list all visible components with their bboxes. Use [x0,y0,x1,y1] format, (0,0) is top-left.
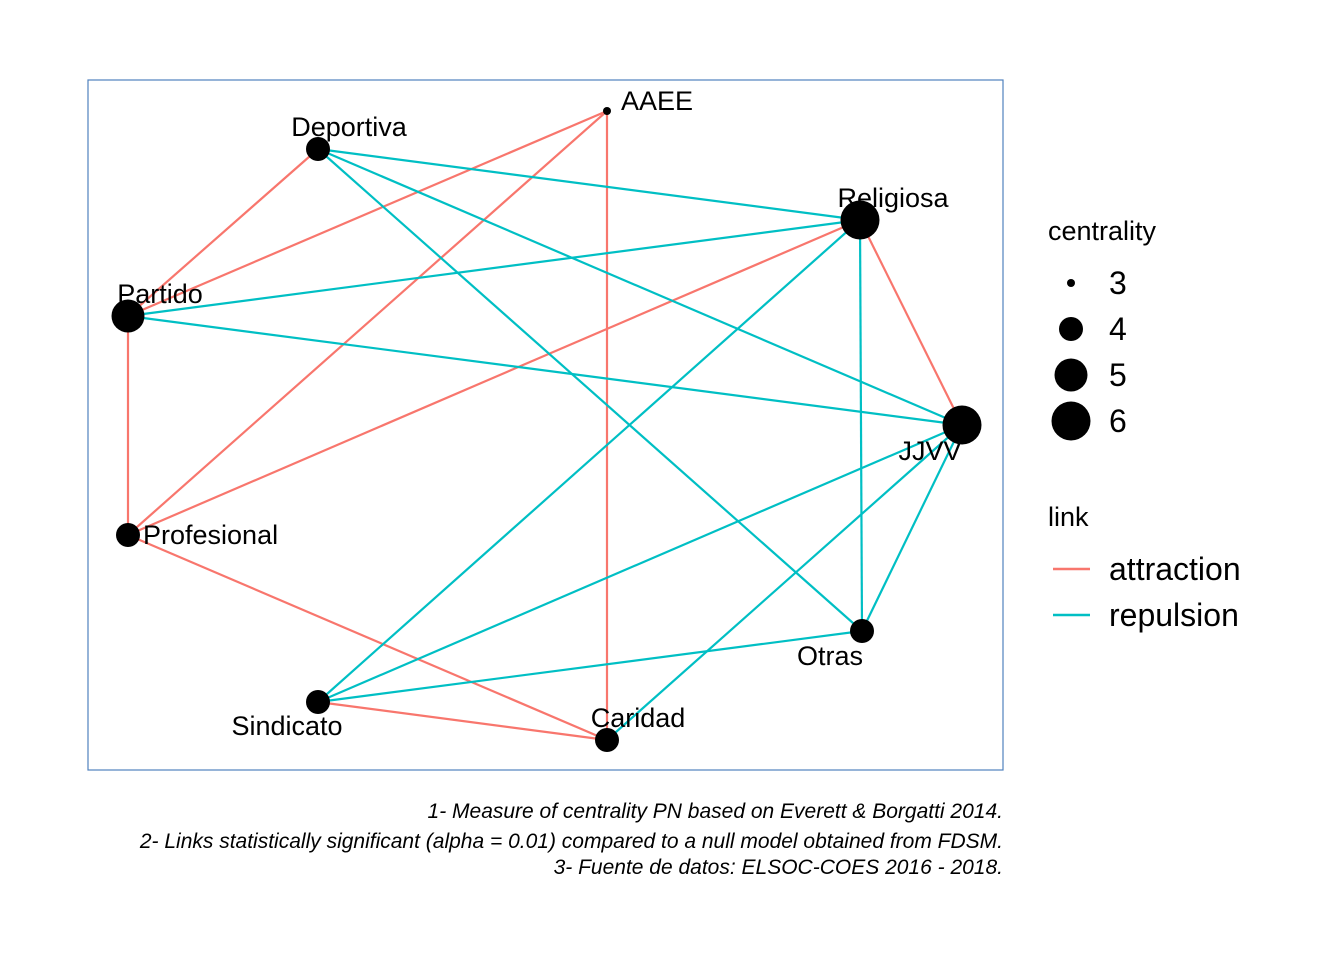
node-label-sindicato: Sindicato [231,711,342,741]
node-label-religiosa: Religiosa [837,183,949,213]
node-label-deportiva: Deportiva [291,112,408,142]
edge-repulsion [317,219,861,703]
edge-attraction [127,110,608,536]
plot-panel [87,79,1004,771]
node-profesional [116,523,140,547]
node-caridad [595,728,619,752]
legend: centrality 3 4 5 6 link attraction repulsion [1048,216,1241,633]
edge-repulsion [127,218,861,318]
legend-centrality-items: 3 4 5 6 [1051,265,1127,441]
edges-layer [126,109,963,742]
legend-link-label-repulsion: repulsion [1109,597,1239,633]
node-religiosa [840,200,880,240]
edge-repulsion [317,148,863,632]
edge-attraction [317,700,608,742]
node-label-aaee: AAEE [621,86,693,116]
legend-centrality-title: centrality [1048,216,1157,246]
legend-link-title: link [1048,502,1089,532]
node-label-caridad: Caridad [591,703,686,733]
legend-centrality-swatch [1059,317,1083,341]
nodes-layer [111,107,982,752]
legend-centrality-label: 5 [1109,357,1127,393]
labels-layer: AAEE Deportiva Religiosa Partido JJVV Profesi… [117,86,961,741]
edge-attraction [127,533,608,742]
node-deportiva [306,137,330,161]
edge-repulsion [861,424,963,632]
caption-line-2: 2- Links statistically significant (alph… [139,830,1003,853]
edge-repulsion [317,423,963,704]
edge-attraction [127,148,319,317]
node-aaee [603,107,611,115]
legend-centrality-swatch [1051,401,1091,441]
caption-line-3: 3- Fuente de datos: ELSOC-COES 2016 - 20… [554,856,1003,879]
legend-centrality-label: 3 [1109,265,1127,301]
legend-link-items: attraction repulsion [1053,551,1241,633]
node-partido [111,299,145,333]
node-label-jjvv: JJVV [898,436,961,466]
node-label-otras: Otras [797,641,863,671]
node-sindicato [306,690,330,714]
legend-centrality-swatch [1054,358,1088,392]
caption: 1- Measure of centrality PN based on Eve… [139,800,1003,879]
caption-line-1: 1- Measure of centrality PN based on Eve… [428,800,1003,823]
node-label-partido: Partido [117,279,203,309]
legend-centrality-label: 6 [1109,403,1127,439]
edge-attraction [127,109,608,318]
edge-repulsion [317,629,863,704]
node-otras [850,619,874,643]
edge-attraction [127,218,861,537]
node-jjvv [942,405,982,445]
legend-centrality-swatch [1067,279,1075,287]
edge-repulsion [858,219,864,632]
edge-repulsion [606,424,963,741]
legend-centrality-label: 4 [1109,311,1127,347]
edge-attraction [859,219,963,426]
edge-repulsion [317,147,963,427]
edge-repulsion [127,314,963,427]
node-label-profesional: Profesional [143,520,278,550]
legend-link-label-attraction: attraction [1109,551,1241,587]
edge-repulsion [317,147,861,222]
